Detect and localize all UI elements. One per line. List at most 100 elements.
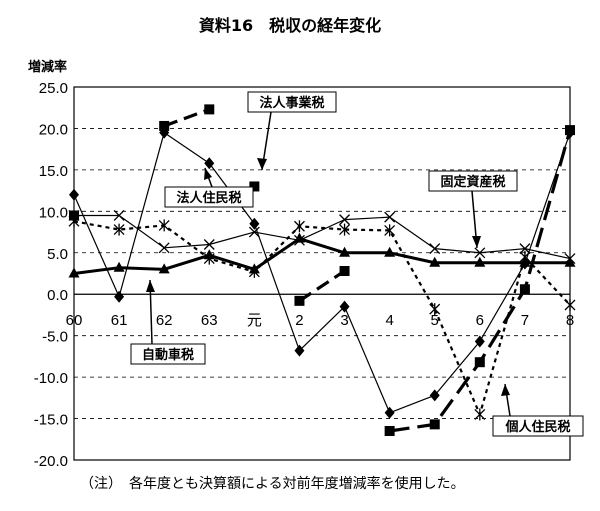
x-tick-label: 4 (385, 312, 393, 329)
data-point-diamond (384, 406, 395, 419)
x-tick-label: 61 (111, 312, 128, 329)
data-point-asterisk (248, 265, 260, 278)
data-point-triangle (158, 263, 170, 274)
series-1 (69, 126, 575, 419)
data-point-x (519, 243, 531, 255)
data-point-diamond (159, 126, 170, 139)
data-point-x (113, 210, 125, 221)
data-point-diamond (429, 389, 440, 402)
annotation-kotei-shisanzei: 固定資産税 (428, 170, 518, 249)
annotation-hojin-juminzei-label: 法人住民税 (176, 190, 241, 206)
series-line (73, 220, 571, 416)
y-tick-label: 20.0 (39, 121, 68, 138)
data-point-square (474, 357, 485, 368)
data-point-diamond (339, 300, 350, 313)
x-tick-label: 7 (521, 312, 529, 329)
data-point-asterisk (113, 223, 125, 236)
data-point-asterisk (339, 223, 351, 236)
data-point-x (384, 211, 396, 223)
data-point-asterisk (474, 408, 486, 421)
data-point-x (248, 226, 260, 238)
y-tick-label: 15.0 (39, 163, 68, 180)
data-point-asterisk (203, 252, 215, 265)
data-point-triangle (384, 246, 396, 257)
series-5 (249, 125, 575, 436)
data-point-triangle (68, 267, 80, 278)
annotation-jidoshazei-label: 自動車税 (142, 347, 194, 363)
series-3 (68, 232, 576, 278)
data-point-diamond (474, 335, 485, 348)
data-point-square (339, 266, 350, 277)
series-group (68, 104, 576, 436)
data-point-diamond (114, 290, 125, 303)
gridlines (74, 128, 570, 419)
y-tick-label: 5.0 (47, 246, 68, 263)
series-line (73, 131, 571, 414)
chart-title: 資料16 税収の経年変化 (199, 16, 381, 35)
y-tick-label: -10.0 (34, 370, 68, 387)
x-tick-label: 60 (66, 312, 83, 329)
annotation-jidoshazei: 自動車税 (130, 279, 206, 365)
x-tick-label: 5 (431, 312, 439, 329)
data-point-triangle (429, 256, 441, 267)
data-point-asterisk (519, 250, 531, 263)
data-point-square (159, 120, 170, 131)
series-4 (68, 215, 576, 421)
annotation-hojin-jigyozei-label: 法人事業税 (259, 95, 324, 111)
data-point-diamond (249, 217, 260, 230)
data-point-triangle (293, 232, 305, 243)
y-tick-labels: 25.0 20.0 15.0 10.0 5.0 0.0 -5.0 -10.0 -15.0 -20.… (34, 80, 68, 470)
data-point-asterisk (68, 215, 80, 228)
data-point-square (294, 295, 305, 306)
data-point-square (565, 125, 575, 136)
data-point-x (158, 242, 170, 254)
series-line (163, 107, 210, 128)
data-point-asterisk (564, 298, 576, 311)
data-point-asterisk (429, 303, 441, 316)
y-tick-label: -20.0 (34, 453, 68, 470)
data-point-asterisk (384, 224, 396, 237)
data-point-triangle (474, 256, 486, 267)
y-tick-label: -15.0 (34, 412, 68, 429)
data-point-square (204, 104, 215, 115)
y-tick-label: -5.0 (42, 329, 68, 346)
x-tick-label: 3 (340, 312, 348, 329)
y-tick-label: 0.0 (47, 287, 68, 304)
data-point-asterisk (293, 220, 305, 233)
data-point-diamond (69, 188, 79, 201)
x-tick-label: 62 (156, 312, 173, 329)
data-point-square (429, 419, 440, 430)
data-point-square (519, 284, 530, 295)
x-tick-label: 2 (295, 312, 303, 329)
data-point-x (203, 239, 215, 250)
annotation-kojin-juminzei: 個人住民税 (492, 383, 584, 437)
data-point-diamond (294, 344, 305, 357)
x-tick-label: 元 (247, 312, 262, 329)
series-line (298, 269, 346, 303)
data-point-square (249, 181, 260, 192)
y-tick-label: 10.0 (39, 204, 68, 221)
annotation-hojin-jigyozei: 法人事業税 (247, 91, 337, 171)
data-point-asterisk (158, 219, 170, 232)
data-point-triangle (339, 246, 351, 257)
data-point-triangle (564, 256, 576, 267)
y-axis-label: 増減率 (28, 59, 67, 75)
x-tick-labels: 60 61 62 63 元 2 3 4 5 6 7 8 (66, 312, 575, 329)
data-point-x (429, 243, 441, 255)
data-point-triangle (113, 261, 125, 272)
x-tick-label: 63 (201, 312, 218, 329)
annotation-kotei-shisanzei-label: 固定資産税 (440, 174, 505, 190)
annotation-kojin-juminzei-label: 個人住民税 (504, 419, 570, 435)
series-line (74, 214, 571, 260)
chart-footnote: （注） 各年度とも決算額による対前年度増減率を使用した。 (80, 475, 465, 492)
data-point-diamond (204, 157, 215, 170)
plot-frame (73, 86, 571, 461)
series-2 (68, 210, 576, 265)
x-tick-label: 6 (476, 312, 484, 329)
data-point-square (384, 425, 395, 436)
x-tick-label: 8 (566, 312, 574, 329)
y-tick-label: 25.0 (39, 80, 68, 97)
series-line (73, 237, 570, 275)
data-point-x (474, 247, 486, 259)
